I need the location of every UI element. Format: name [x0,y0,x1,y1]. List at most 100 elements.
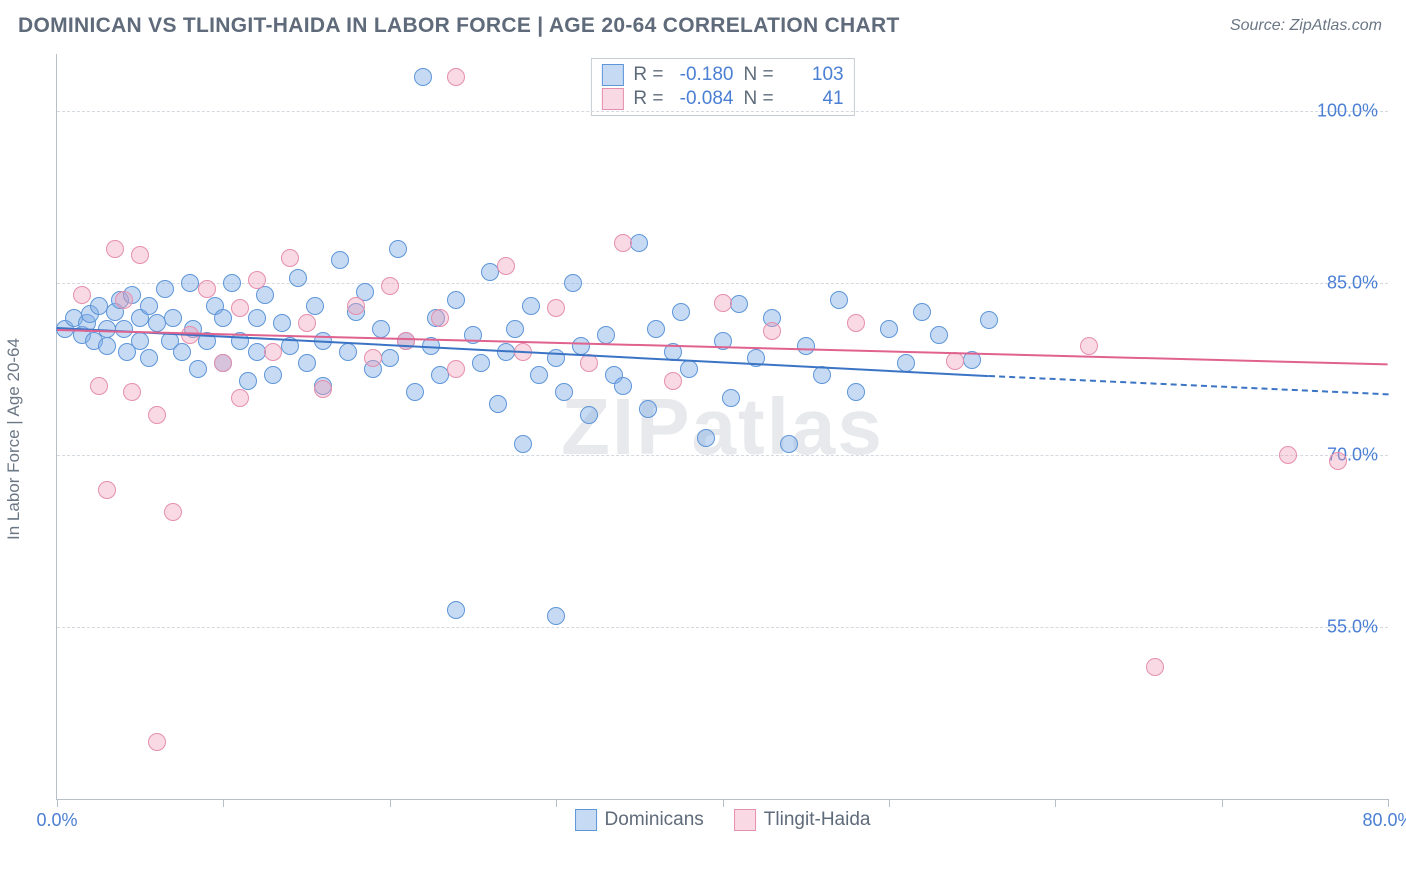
data-point [847,383,865,401]
data-point [1329,452,1347,470]
data-point [264,343,282,361]
legend-r-label: R = [633,88,663,110]
trend-line [989,375,1388,395]
data-point [148,406,166,424]
series-name: Dominicans [605,809,704,831]
x-tick [57,799,58,807]
data-point [264,366,282,384]
data-point [614,234,632,252]
x-tick [556,799,557,807]
data-point [647,320,665,338]
data-point [381,349,399,367]
y-tick-label: 100.0% [1317,101,1378,122]
x-tick [1388,799,1389,807]
legend-r-value: -0.084 [674,88,734,110]
data-point [946,352,964,370]
data-point [489,395,507,413]
data-point [1080,337,1098,355]
legend-swatch [734,809,756,831]
data-point [880,320,898,338]
data-point [106,240,124,258]
x-tick [223,799,224,807]
data-point [447,601,465,619]
data-point [140,297,158,315]
data-point [248,343,266,361]
data-point [331,251,349,269]
data-point [339,343,357,361]
x-tick-label: 0.0% [36,810,77,831]
data-point [847,314,865,332]
series-legend: Dominicans Tlingit-Haida [575,809,871,831]
data-point [572,337,590,355]
data-point [980,311,998,329]
data-point [547,607,565,625]
data-point [447,360,465,378]
legend-r-value: -0.180 [674,64,734,86]
gridline [57,455,1388,456]
data-point [231,299,249,317]
data-point [306,297,324,315]
x-tick [1222,799,1223,807]
data-point [522,297,540,315]
data-point [281,249,299,267]
y-tick-label: 55.0% [1327,617,1378,638]
data-point [714,294,732,312]
legend-swatch [575,809,597,831]
data-point [930,326,948,344]
correlation-legend: R =-0.180N =103R =-0.084N =41 [590,58,854,116]
data-point [431,366,449,384]
x-tick-label: 80.0% [1362,810,1406,831]
series-legend-item: Tlingit-Haida [734,809,871,831]
data-point [314,380,332,398]
data-point [580,354,598,372]
data-point [614,377,632,395]
data-point [248,271,266,289]
correlation-chart: In Labor Force | Age 20-64 ZIPatlas R =-… [18,54,1388,824]
data-point [722,389,740,407]
data-point [447,68,465,86]
data-point [140,349,158,367]
data-point [164,309,182,327]
legend-swatch [601,88,623,110]
data-point [273,314,291,332]
gridline [57,627,1388,628]
legend-row: R =-0.180N =103 [601,63,843,87]
data-point [298,354,316,372]
x-tick [390,799,391,807]
data-point [289,269,307,287]
source-attribution: Source: ZipAtlas.com [1230,17,1382,35]
data-point [347,297,365,315]
data-point [115,291,133,309]
legend-n-label: N = [744,64,774,86]
data-point [231,389,249,407]
gridline [57,111,1388,112]
legend-r-label: R = [633,64,663,86]
data-point [381,277,399,295]
data-point [763,322,781,340]
data-point [214,354,232,372]
data-point [497,257,515,275]
y-axis-label: In Labor Force | Age 20-64 [4,338,24,540]
data-point [447,291,465,309]
data-point [680,360,698,378]
legend-row: R = -0.084 N = 41 [601,87,843,111]
data-point [98,481,116,499]
data-point [697,429,715,447]
legend-n-value: 41 [784,88,844,110]
data-point [98,337,116,355]
data-point [506,320,524,338]
data-point [90,297,108,315]
data-point [555,383,573,401]
legend-n-label: N = [744,88,774,110]
legend-swatch [601,64,623,86]
data-point [564,274,582,292]
data-point [372,320,390,338]
data-point [580,406,598,424]
x-tick [889,799,890,807]
data-point [189,360,207,378]
data-point [123,383,141,401]
data-point [514,435,532,453]
data-point [630,234,648,252]
data-point [1279,446,1297,464]
data-point [90,377,108,395]
